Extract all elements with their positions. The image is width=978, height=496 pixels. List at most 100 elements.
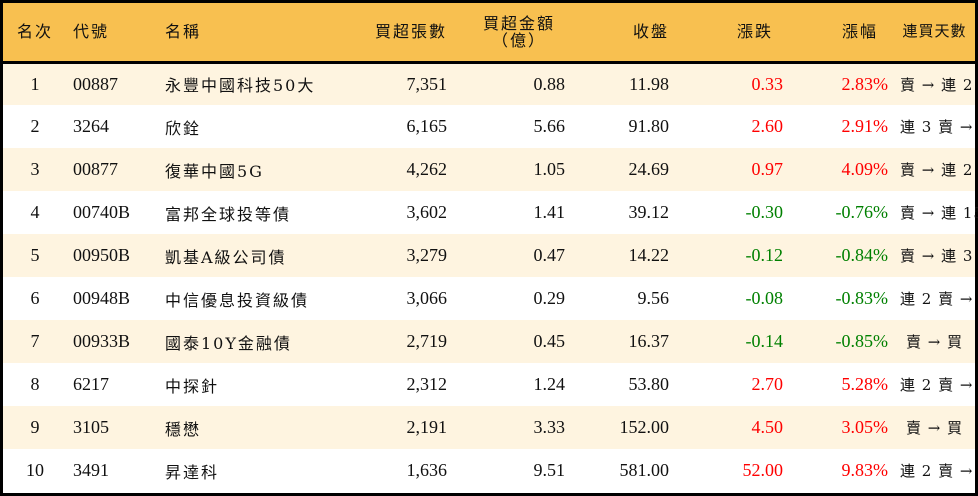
cell-name: 凱基A級公司債: [165, 247, 287, 267]
cell-change-pct: 4.09%: [841, 159, 889, 179]
cell-volume: 2,719: [406, 331, 448, 351]
cell-amount: 5.66: [533, 116, 566, 136]
cell-code: 00887: [73, 73, 118, 94]
cell-change: -0.08: [745, 288, 784, 308]
cell-name: 富邦全球投等債: [165, 204, 292, 224]
header-consecutive-days: 連買天數: [894, 3, 975, 64]
cell-consecutive-days: 連 2 賣 → 連 4 買: [900, 376, 978, 394]
cell-code: 00877: [73, 159, 118, 179]
cell-amount: 0.45: [533, 331, 566, 351]
table-row: 10 3491 昇達科 1,636 9.51 581.00 52.00 9.83…: [3, 449, 978, 492]
cell-rank: 9: [30, 417, 40, 437]
table-body: 1 00887 永豐中國科技50大 7,351 0.88 11.98 0.33 …: [3, 62, 978, 492]
cell-change: -0.14: [745, 331, 784, 351]
header-net-buy-volume: 買超張數: [343, 3, 453, 64]
cell-close: 39.12: [628, 202, 670, 222]
cell-rank: 5: [30, 245, 40, 265]
cell-change-pct: -0.84%: [835, 245, 889, 265]
cell-rank: 2: [30, 116, 40, 136]
cell-code: 00933B: [73, 331, 131, 351]
ranking-table: 名次 代號 名稱 買超張數 買超金額 （億） 收盤 漲跌 漲幅 連買天數 1 0…: [3, 3, 978, 492]
cell-volume: 7,351: [406, 73, 448, 94]
cell-close: 24.69: [628, 159, 670, 179]
cell-volume: 3,279: [406, 245, 448, 265]
cell-consecutive-days: 連 2 賣 → 連 4 買: [900, 462, 978, 480]
cell-amount: 0.88: [533, 73, 566, 94]
cell-code: 3264: [73, 116, 109, 136]
cell-name: 中探針: [165, 376, 220, 396]
cell-amount: 1.05: [533, 159, 566, 179]
cell-volume: 3,602: [406, 202, 448, 222]
cell-consecutive-days: 賣 → 買: [905, 333, 964, 351]
cell-change-pct: 9.83%: [841, 460, 889, 480]
cell-change-pct: -0.83%: [835, 288, 889, 308]
cell-consecutive-days: 賣 → 買: [905, 419, 964, 437]
cell-amount: 0.47: [533, 245, 566, 265]
cell-close: 16.37: [628, 331, 670, 351]
table-row: 5 00950B 凱基A級公司債 3,279 0.47 14.22 -0.12 …: [3, 234, 978, 277]
cell-name: 永豐中國科技50大: [165, 76, 316, 96]
cell-name: 復華中國5G: [165, 161, 264, 181]
table-row: 4 00740B 富邦全球投等債 3,602 1.41 39.12 -0.30 …: [3, 191, 978, 234]
cell-change-pct: -0.76%: [835, 202, 889, 222]
cell-close: 9.56: [637, 288, 670, 308]
cell-close: 11.98: [629, 73, 669, 94]
cell-change: 2.60: [751, 116, 784, 136]
table-row: 6 00948B 中信優息投資級債 3,066 0.29 9.56 -0.08 …: [3, 277, 978, 320]
cell-change: 2.70: [751, 374, 784, 394]
cell-change-pct: -0.85%: [835, 331, 889, 351]
cell-close: 14.22: [628, 245, 670, 265]
cell-amount: 0.29: [533, 288, 566, 308]
cell-volume: 6,165: [406, 116, 448, 136]
cell-rank: 8: [30, 374, 40, 394]
cell-consecutive-days: 賣 → 連 2 買: [900, 75, 978, 94]
cell-code: 3491: [73, 460, 109, 480]
table-row: 7 00933B 國泰10Y金融債 2,719 0.45 16.37 -0.14…: [3, 320, 975, 363]
header-code: 代號: [67, 3, 151, 64]
cell-code: 00740B: [73, 202, 131, 222]
header-net-buy-amount: 買超金額 （億）: [453, 3, 571, 64]
cell-consecutive-days: 連 2 賣 → 連 13 買: [900, 290, 978, 308]
cell-amount: 3.33: [533, 417, 566, 437]
cell-change-pct: 3.05%: [841, 417, 889, 437]
header-change-pct: 漲幅: [789, 3, 894, 64]
cell-volume: 4,262: [406, 159, 448, 179]
cell-consecutive-days: 賣 → 連 2 買: [900, 161, 978, 179]
cell-code: 3105: [73, 417, 109, 437]
cell-change-pct: 2.83%: [841, 73, 889, 94]
cell-name: 昇達科: [165, 462, 220, 482]
cell-code: 6217: [73, 374, 109, 394]
cell-amount: 1.41: [533, 202, 566, 222]
cell-volume: 2,312: [406, 374, 448, 394]
cell-volume: 2,191: [406, 417, 448, 437]
cell-rank: 3: [30, 159, 40, 179]
cell-change-pct: 2.91%: [841, 116, 889, 136]
cell-change: 52.00: [742, 460, 784, 480]
cell-close: 91.80: [628, 116, 670, 136]
header-name: 名稱: [151, 3, 343, 64]
cell-consecutive-days: 賣 → 連 3 買: [900, 247, 978, 265]
cell-consecutive-days: 連 3 賣 → 連 4 買: [900, 118, 978, 136]
cell-close: 53.80: [628, 374, 670, 394]
cell-change: -0.12: [745, 245, 784, 265]
cell-change: -0.30: [745, 202, 784, 222]
header-rank: 名次: [3, 3, 67, 64]
cell-change: 0.33: [751, 73, 784, 94]
header-close: 收盤: [571, 3, 675, 64]
header-net-buy-amount-line1: 買超金額: [482, 13, 555, 33]
table-header: 名次 代號 名稱 買超張數 買超金額 （億） 收盤 漲跌 漲幅 連買天數: [3, 3, 975, 64]
cell-name: 穩懋: [165, 419, 202, 439]
cell-rank: 1: [30, 73, 40, 94]
cell-name: 欣銓: [165, 118, 202, 138]
cell-consecutive-days: 賣 → 連 15 買: [900, 204, 978, 222]
cell-rank: 10: [26, 460, 44, 480]
cell-name: 國泰10Y金融債: [165, 333, 292, 353]
header-row: 名次 代號 名稱 買超張數 買超金額 （億） 收盤 漲跌 漲幅 連買天數: [3, 3, 975, 64]
cell-rank: 6: [30, 288, 40, 308]
cell-amount: 9.51: [533, 460, 566, 480]
cell-code: 00948B: [73, 288, 131, 308]
table-row: 8 6217 中探針 2,312 1.24 53.80 2.70 5.28% 連…: [3, 363, 978, 406]
cell-close: 152.00: [619, 417, 670, 437]
header-net-buy-amount-unit: （億）: [491, 30, 546, 50]
